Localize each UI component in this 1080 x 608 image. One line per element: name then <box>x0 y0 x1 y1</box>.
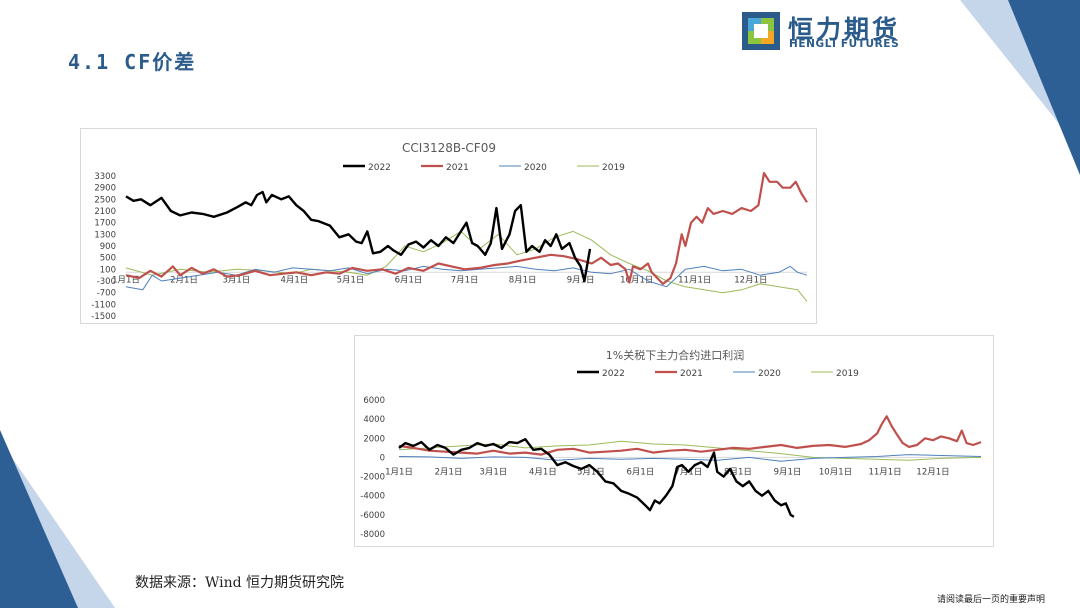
import-profit-chart-xtick-label: 8月1日 <box>724 467 752 477</box>
company-logo: 恒力期货 HENGLI FUTURES <box>742 10 912 52</box>
import-profit-chart-xtick-label: 2月1日 <box>435 467 463 477</box>
import-profit-chart-ytick-label: 6000 <box>363 396 385 406</box>
spread-chart-ytick-label: 1700 <box>94 219 116 229</box>
import-profit-chart-title: 1%关税下主力合约进口利润 <box>606 348 744 362</box>
import-profit-chart-xtick-label: 1月1日 <box>385 467 413 477</box>
import-profit-chart-series-line-2020 <box>398 454 982 462</box>
spread-chart-xtick-label: 8月1日 <box>509 275 537 285</box>
spread-chart-xtick-label: 6月1日 <box>395 275 423 285</box>
top-right-dark-band <box>1008 0 1080 175</box>
spread-chart-ytick-label: -300 <box>97 277 116 287</box>
spread-chart-xtick-label: 12月1日 <box>734 275 767 285</box>
spread-chart-xtick-label: 2月1日 <box>170 275 198 285</box>
spread-chart-svg: CCI3128B-CF09 2022 2021 2020 2019 3300 2900250… <box>91 141 808 322</box>
spread-chart-legend-label-2020: 2020 <box>524 163 547 173</box>
import-profit-chart-xtick-label: 5月1日 <box>577 467 605 477</box>
import-profit-chart-svg: 1%关税下主力合约进口利润 2022 2021 2020 2019 6000 4000 200… <box>360 348 982 540</box>
import-profit-chart-xtick-label: 12月1日 <box>916 467 949 477</box>
spread-chart-legend-label-2019: 2019 <box>602 163 625 173</box>
import-profit-chart-series-line-2022 <box>398 438 795 518</box>
spread-chart-ytick-label: -700 <box>97 289 116 299</box>
import-profit-chart-xtick-label: 6月1日 <box>627 467 655 477</box>
spread-chart-xtick-label: 1月1日 <box>112 275 140 285</box>
import-profit-chart: 1%关税下主力合约进口利润 2022 2021 2020 2019 6000 4000 200… <box>354 335 994 547</box>
spread-chart-xtick-label: 11月1日 <box>678 275 711 285</box>
spread-chart-ytick-label: 500 <box>100 254 116 264</box>
spread-chart-xtick-label: 9月1日 <box>567 275 595 285</box>
spread-chart-legend-label-2022: 2022 <box>368 163 391 173</box>
bottom-left-dark-band <box>0 430 78 608</box>
spread-chart-xtick-label: 3月1日 <box>222 275 250 285</box>
import-profit-chart-xtick-label: 3月1日 <box>479 467 507 477</box>
import-profit-chart-legend-label-2022: 2022 <box>602 369 625 379</box>
spread-chart-ytick-label: -1500 <box>91 312 116 322</box>
spread-chart-title: CCI3128B-CF09 <box>402 141 496 155</box>
import-profit-chart-ytick-label: 4000 <box>363 415 385 425</box>
spread-chart-ytick-label: 2500 <box>94 195 116 205</box>
spread-chart-ytick-label: 900 <box>100 242 116 252</box>
spread-chart-ytick-label: -1100 <box>91 300 116 310</box>
import-profit-chart-legend-label-2021: 2021 <box>680 369 703 379</box>
spread-chart-xtick-label: 7月1日 <box>451 275 479 285</box>
page-title: 4.1 CF价差 <box>68 50 197 74</box>
import-profit-chart-ytick-label: -2000 <box>360 473 385 483</box>
spread-chart-ytick-label: 100 <box>100 265 116 275</box>
spread-chart-xtick-label: 10月1日 <box>620 275 653 285</box>
import-profit-chart-ytick-label: -8000 <box>360 530 385 540</box>
import-profit-chart-series-line-2021 <box>398 415 982 456</box>
import-profit-chart-legend-label-2019: 2019 <box>836 369 859 379</box>
import-profit-chart-ytick-label: -4000 <box>360 492 385 502</box>
spread-chart-series-line-2020 <box>125 265 808 291</box>
spread-chart-ytick-label: 2900 <box>94 184 116 194</box>
import-profit-chart-ytick-label: 0 <box>380 453 385 463</box>
import-profit-chart-ytick-label: 2000 <box>363 434 385 444</box>
spread-chart-xtick-label: 5月1日 <box>337 275 365 285</box>
spread-chart-xtick-label: 4月1日 <box>280 275 308 285</box>
import-profit-chart-xtick-label: 4月1日 <box>529 467 557 477</box>
spread-chart-ytick-label: 3300 <box>94 172 116 182</box>
spread-chart: CCI3128B-CF09 2022 2021 2020 2019 3300 2900 250… <box>80 128 817 324</box>
import-profit-chart-xtick-label: 9月1日 <box>774 467 802 477</box>
import-profit-chart-xtick-label: 10月1日 <box>819 467 852 477</box>
spread-chart-legend-label-2021: 2021 <box>446 163 469 173</box>
logo-mark-icon <box>742 12 780 50</box>
spread-chart-ytick-label: 1300 <box>94 230 116 240</box>
import-profit-chart-xtick-label: 11月1日 <box>868 467 901 477</box>
disclaimer-note: 请阅读最后一页的重要声明 <box>937 595 1046 605</box>
import-profit-chart-legend-label-2020: 2020 <box>758 369 781 379</box>
logo-name-en: HENGLI FUTURES <box>789 38 900 50</box>
logo-name-cn: 恒力期货 <box>788 15 901 44</box>
import-profit-chart-ytick-label: -6000 <box>360 511 385 521</box>
data-source-note: 数据来源：Wind 恒力期货研究院 <box>135 575 345 591</box>
spread-chart-series-line-2022 <box>125 190 592 283</box>
spread-chart-series-line-2021 <box>125 172 808 285</box>
spread-chart-ytick-label: 2100 <box>94 207 116 217</box>
